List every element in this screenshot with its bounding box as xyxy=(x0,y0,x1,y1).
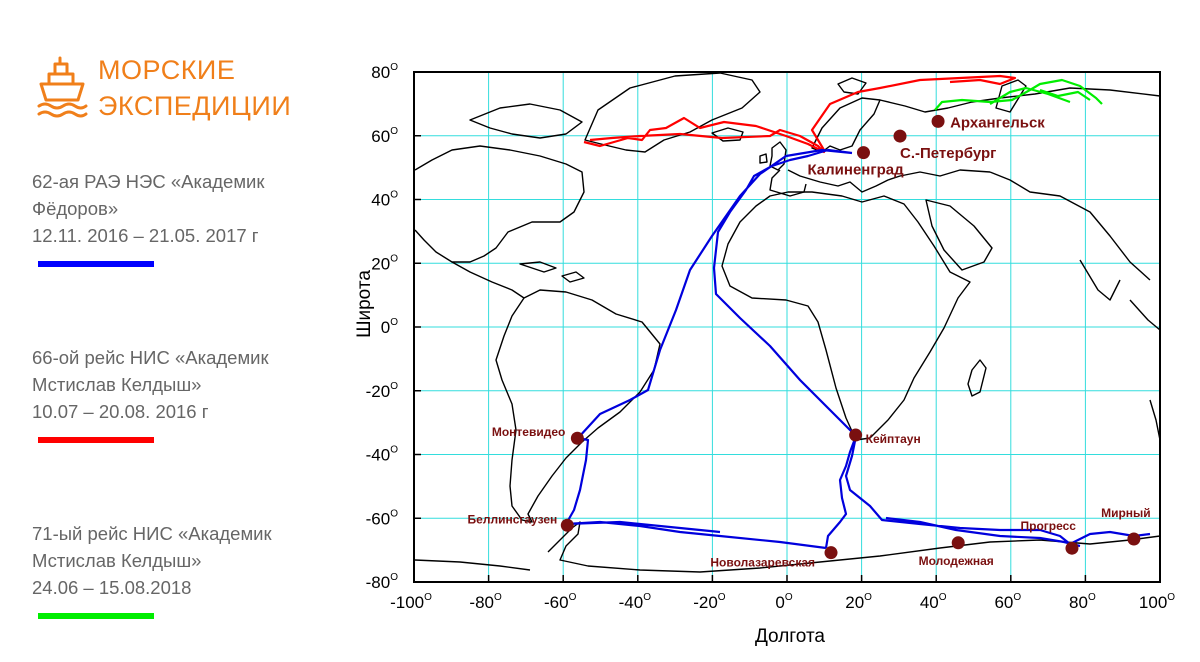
brand-title: МОРСКИЕ ЭКСПЕДИЦИИ xyxy=(98,55,292,121)
route-green xyxy=(934,78,1103,111)
expedition-2-dates: 10.07 – 20.08. 2016 г xyxy=(32,401,209,422)
expedition-1-legend-line xyxy=(38,261,154,267)
route-blue xyxy=(565,148,1151,550)
y-tick-label: 60O xyxy=(371,126,398,146)
city-label: Калиненград xyxy=(807,162,904,179)
y-tick-label: 80O xyxy=(371,62,398,82)
expedition-3-legend-line xyxy=(38,613,154,619)
y-tick-label: -80O xyxy=(366,572,399,592)
x-axis-title: Долгота xyxy=(755,626,825,647)
city-label: Кейптаун xyxy=(866,432,921,446)
city-label: Беллинсгаузен xyxy=(468,512,558,526)
x-tick-label: 60O xyxy=(994,592,1021,612)
x-tick-label: 100O xyxy=(1139,592,1175,612)
expedition-1-dates: 12.11. 2016 – 21.05. 2017 г xyxy=(32,225,259,246)
expedition-2-line-1: 66-ой рейс НИС «Академик xyxy=(32,347,269,368)
city-marker xyxy=(849,428,863,442)
expedition-1: 62-ая РАЭ НЭС «Академик Фёдоров» 12.11. … xyxy=(32,168,322,267)
brand: МОРСКИЕ ЭКСПЕДИЦИИ xyxy=(36,52,291,124)
city-marker xyxy=(893,129,907,143)
x-tick-label: 80O xyxy=(1069,592,1096,612)
city-marker xyxy=(951,536,965,550)
city-marker xyxy=(560,518,574,532)
city-label: Монтевидео xyxy=(492,425,566,439)
x-tick-label: -100O xyxy=(390,592,432,612)
y-tick-label: 40O xyxy=(371,190,398,210)
city-label: Молодежная xyxy=(919,554,994,568)
city-marker xyxy=(1065,541,1079,555)
x-tick-label: -20O xyxy=(693,592,726,612)
expedition-3-line-2: Мстислав Келдыш» xyxy=(32,550,202,571)
x-tick-label: 20O xyxy=(845,592,872,612)
y-axis-title: Широта xyxy=(354,270,375,338)
city-label: Архангельск xyxy=(950,114,1045,131)
city-marker xyxy=(856,146,870,160)
x-tick-label: 0O xyxy=(775,592,792,612)
city-marker xyxy=(1127,532,1141,546)
y-tick-label: 0O xyxy=(381,317,398,337)
map-grid xyxy=(414,72,1160,582)
y-tick-label: -40O xyxy=(366,445,399,465)
city-marker xyxy=(570,431,584,445)
expedition-3-dates: 24.06 – 15.08.2018 xyxy=(32,577,192,598)
expedition-2-line-2: Мстислав Келдыш» xyxy=(32,374,202,395)
x-tick-label: -80O xyxy=(469,592,502,612)
expedition-3: 71-ый рейс НИС «Академик Мстислав Келдыш… xyxy=(32,520,322,619)
expedition-2-legend-line xyxy=(38,437,154,443)
y-tick-label: 20O xyxy=(371,253,398,273)
routes xyxy=(565,74,1151,550)
city-marker xyxy=(931,114,945,128)
y-tick-label: -60O xyxy=(366,508,399,528)
x-tick-label: 40O xyxy=(920,592,947,612)
route-red xyxy=(583,74,1017,154)
city-marker xyxy=(824,546,838,560)
x-tick-label: -40O xyxy=(619,592,652,612)
x-axis-ticks: -100O -80O -60O -40O -20O 0O 20O 40O 60O 80O 100O xyxy=(390,575,1175,612)
coastlines xyxy=(414,72,1161,573)
x-tick-label: -60O xyxy=(544,592,577,612)
y-tick-label: -20O xyxy=(366,381,399,401)
expedition-2: 66-ой рейс НИС «Академик Мстислав Келдыш… xyxy=(32,344,322,443)
expedition-1-line-1: 62-ая РАЭ НЭС «Академик xyxy=(32,171,265,192)
ship-icon xyxy=(37,56,88,118)
city-label: Прогресс xyxy=(1020,519,1076,533)
city-label: Мирный xyxy=(1101,506,1151,520)
expedition-3-line-1: 71-ый рейс НИС «Академик xyxy=(32,523,272,544)
city-label: С.-Петербург xyxy=(900,145,996,162)
expedition-1-line-2: Фёдоров» xyxy=(32,198,119,219)
city-label: Новолазаревская xyxy=(710,556,815,570)
